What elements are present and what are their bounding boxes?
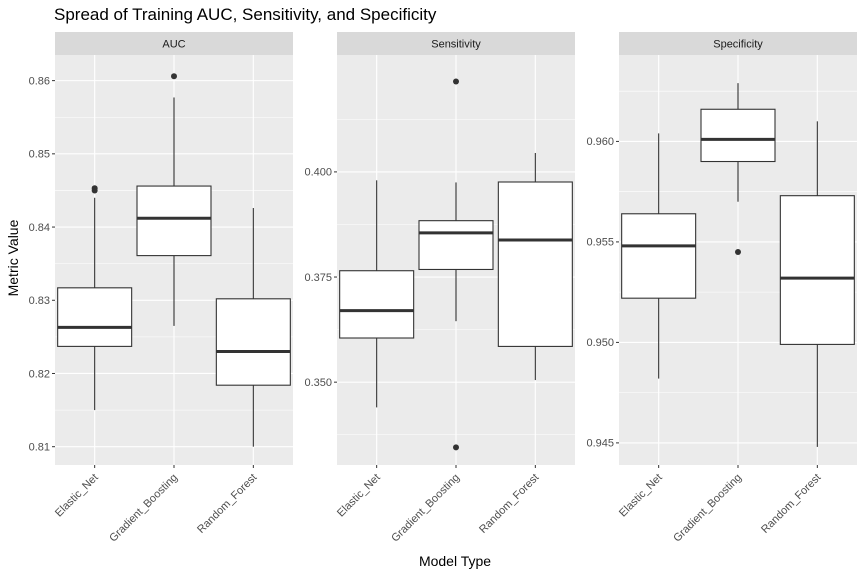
x-tick-label: Random_Forest bbox=[195, 472, 259, 536]
box-gradient-boosting bbox=[418, 78, 494, 451]
box-iqr bbox=[339, 270, 415, 339]
y-tick-label: 0.945 bbox=[586, 438, 614, 450]
strip-background bbox=[337, 32, 575, 55]
chart-title: Spread of Training AUC, Sensitivity, and… bbox=[54, 5, 437, 24]
x-tick-label: Gradient_Boosting bbox=[389, 472, 462, 545]
x-tick-label: Elastic_Net bbox=[335, 472, 383, 520]
box-iqr bbox=[779, 195, 855, 345]
box-random-forest bbox=[215, 208, 291, 447]
box-iqr bbox=[136, 185, 212, 257]
box-iqr bbox=[700, 108, 776, 163]
x-tick-label: Random_Forest bbox=[477, 472, 541, 536]
box-elastic-net bbox=[339, 180, 415, 408]
box-random-forest bbox=[497, 152, 573, 381]
strip-label: Specificity bbox=[713, 39, 763, 51]
y-tick-label: 0.960 bbox=[586, 136, 614, 148]
facet-panel-sensitivity: Sensitivity 0.350 0.375 0.400 Elastic_Net Gra… bbox=[304, 32, 575, 545]
outlier-point bbox=[171, 73, 177, 80]
y-tick-label: 0.81 bbox=[29, 441, 50, 453]
y-tick-label: 0.83 bbox=[29, 295, 50, 307]
y-tick-label: 0.955 bbox=[586, 237, 614, 249]
y-tick-label: 0.86 bbox=[29, 75, 50, 87]
box-iqr bbox=[57, 287, 133, 347]
outlier-point bbox=[453, 78, 459, 85]
facet-panel-auc: AUC 0.81 0.82 0.83 0.84 0.85 0.86 Elastic_Net Gr… bbox=[29, 32, 293, 545]
strip-label: AUC bbox=[162, 39, 185, 51]
box-iqr bbox=[621, 213, 697, 299]
x-tick-label: Gradient_Boosting bbox=[107, 472, 180, 545]
y-tick-label: 0.84 bbox=[29, 222, 50, 234]
x-tick-label: Random_Forest bbox=[759, 472, 823, 536]
x-axis-title: Model Type bbox=[419, 553, 491, 569]
box-iqr bbox=[418, 220, 494, 271]
box-gradient-boosting bbox=[136, 73, 212, 326]
facet-panel-specificity: Specificity 0.945 0.950 0.955 0.960 Elastic_N… bbox=[586, 32, 857, 545]
box-elastic-net bbox=[621, 133, 697, 379]
strip-label: Sensitivity bbox=[431, 39, 481, 51]
outlier-point bbox=[453, 444, 459, 451]
x-tick-label: Elastic_Net bbox=[53, 472, 101, 520]
y-tick-label: 0.82 bbox=[29, 368, 50, 380]
box-iqr bbox=[215, 298, 291, 386]
x-tick-label: Elastic_Net bbox=[617, 472, 665, 520]
box-random-forest bbox=[779, 121, 855, 447]
x-tick-label: Gradient_Boosting bbox=[671, 472, 744, 545]
y-tick-label: 0.375 bbox=[304, 272, 332, 284]
strip-background bbox=[619, 32, 857, 55]
box-elastic-net bbox=[57, 185, 133, 411]
y-tick-label: 0.85 bbox=[29, 149, 50, 161]
y-axis-title: Metric Value bbox=[5, 219, 21, 296]
strip-background bbox=[55, 32, 293, 55]
y-tick-label: 0.950 bbox=[586, 337, 614, 349]
outlier-point bbox=[735, 248, 741, 255]
y-tick-label: 0.350 bbox=[304, 377, 332, 389]
box-gradient-boosting bbox=[700, 83, 776, 255]
y-tick-label: 0.400 bbox=[304, 167, 332, 179]
box-iqr bbox=[497, 181, 573, 347]
outlier-point bbox=[91, 185, 98, 192]
